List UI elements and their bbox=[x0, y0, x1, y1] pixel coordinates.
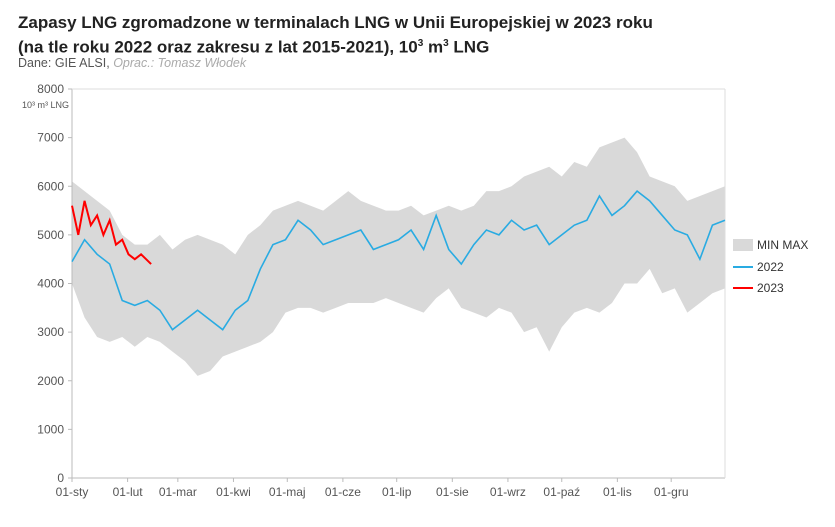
x-tick-label: 01-paź bbox=[543, 485, 580, 499]
y-tick-label: 0 bbox=[57, 471, 64, 485]
y-tick-label: 6000 bbox=[37, 179, 64, 193]
x-tick-label: 01-sie bbox=[436, 485, 469, 499]
x-tick-label: 01-mar bbox=[159, 485, 197, 499]
x-tick-label: 01-gru bbox=[654, 485, 689, 499]
legend-label-2022: 2022 bbox=[757, 260, 784, 274]
y-tick-label: 8000 bbox=[37, 82, 64, 96]
y-axis-unit-label: 10³ m³ LNG bbox=[22, 100, 69, 110]
series-2022-line bbox=[71, 190, 726, 331]
min-max-range-area bbox=[72, 137, 725, 376]
series-2023-line bbox=[71, 200, 152, 265]
x-tick-label: 01-kwi bbox=[216, 485, 251, 499]
source-note: Dane: GIE ALSI, Oprac.: Tomasz Włodek bbox=[18, 56, 247, 70]
y-tick-label: 2000 bbox=[37, 374, 64, 388]
x-tick-label: 01-cze bbox=[325, 485, 361, 499]
y-tick-label: 1000 bbox=[37, 422, 64, 436]
chart-title: Zapasy LNG zgromadzone w terminalach LNG… bbox=[18, 12, 653, 58]
y-tick-label: 4000 bbox=[37, 277, 64, 291]
y-tick-label: 3000 bbox=[37, 325, 64, 339]
y-tick-label: 7000 bbox=[37, 131, 64, 145]
legend-swatch-min-max bbox=[733, 239, 753, 251]
x-tick-label: 01-lis bbox=[603, 485, 632, 499]
legend-label-min-max: MIN MAX bbox=[757, 238, 808, 252]
legend-label-2023: 2023 bbox=[757, 281, 784, 295]
x-tick-label: 01-sty bbox=[56, 485, 89, 499]
title-line-1: Zapasy LNG zgromadzone w terminalach LNG… bbox=[18, 13, 653, 32]
x-tick-label: 01-maj bbox=[269, 485, 306, 499]
y-tick-label: 5000 bbox=[37, 228, 64, 242]
x-tick-label: 01-lut bbox=[113, 485, 144, 499]
x-tick-label: 01-lip bbox=[382, 485, 412, 499]
x-tick-label: 01-wrz bbox=[490, 485, 526, 499]
title-line-2: (na tle roku 2022 oraz zakresu z lat 201… bbox=[18, 37, 490, 57]
